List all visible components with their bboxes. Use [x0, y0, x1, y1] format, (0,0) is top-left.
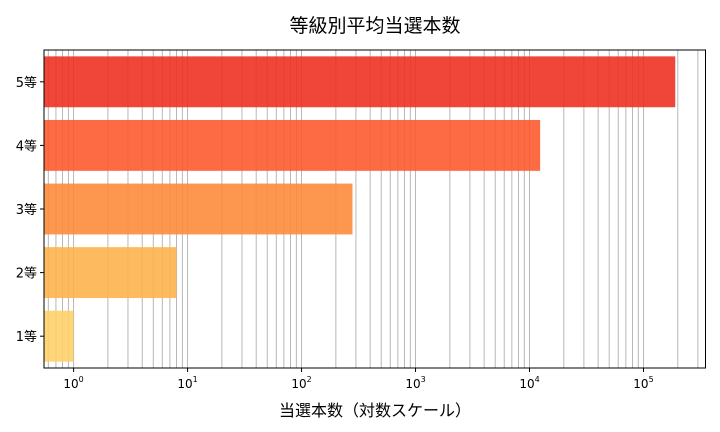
- bar-1: [44, 310, 74, 362]
- x-tick-label: 100: [63, 375, 83, 391]
- bar-3: [44, 183, 353, 235]
- chart-title: 等級別平均当選本数: [289, 15, 460, 37]
- y-tick-label: 2等: [16, 266, 37, 282]
- x-tick-label: 105: [633, 375, 653, 391]
- x-tick-label: 103: [405, 375, 425, 391]
- bars: [44, 56, 676, 362]
- x-tick-label: 101: [177, 375, 197, 391]
- x-axis: 100 101 102 103 104 105: [63, 368, 654, 391]
- bar-4: [44, 119, 541, 171]
- x-axis-label: 当選本数（対数スケール）: [279, 401, 471, 420]
- y-tick-label: 4等: [16, 138, 37, 154]
- bar-5: [44, 56, 676, 108]
- y-tick-label: 3等: [16, 202, 37, 218]
- y-axis: 1等 2等 3等 4等 5等: [16, 75, 44, 345]
- y-tick-label: 5等: [16, 75, 37, 91]
- x-tick-label: 104: [519, 375, 539, 391]
- y-tick-label: 1等: [16, 329, 37, 345]
- x-tick-label: 102: [291, 375, 311, 391]
- bar-2: [44, 247, 177, 299]
